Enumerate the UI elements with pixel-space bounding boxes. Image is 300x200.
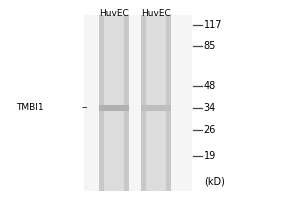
- Text: 85: 85: [204, 41, 216, 51]
- Text: HuvEC: HuvEC: [141, 9, 171, 18]
- Text: 48: 48: [204, 81, 216, 91]
- Bar: [104, 15, 124, 191]
- Bar: [84, 15, 192, 191]
- Bar: [141, 15, 171, 191]
- Bar: [146, 15, 166, 191]
- Text: 34: 34: [204, 103, 216, 113]
- Text: HuvEC: HuvEC: [99, 9, 129, 18]
- Text: (kD): (kD): [204, 176, 225, 186]
- Text: 26: 26: [204, 125, 216, 135]
- Text: TMBI1: TMBI1: [16, 103, 43, 112]
- Bar: [141, 105, 171, 111]
- Text: 19: 19: [204, 151, 216, 161]
- Bar: [99, 15, 129, 191]
- Bar: [99, 105, 129, 111]
- Text: 117: 117: [204, 20, 222, 30]
- Text: --: --: [81, 103, 88, 112]
